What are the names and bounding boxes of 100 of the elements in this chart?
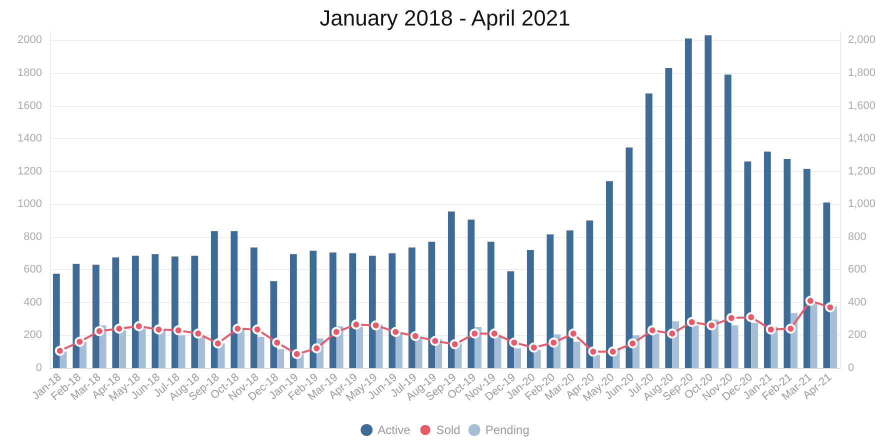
bar bbox=[349, 253, 356, 368]
bar bbox=[507, 271, 514, 368]
y2-tick-label: 2,000 bbox=[848, 34, 876, 46]
point bbox=[272, 338, 282, 348]
y2-tick-label: 400 bbox=[848, 296, 866, 308]
bar bbox=[764, 152, 771, 368]
bar bbox=[684, 38, 692, 368]
bar bbox=[586, 220, 594, 368]
bar bbox=[368, 256, 376, 368]
point bbox=[450, 339, 460, 350]
bar bbox=[290, 254, 297, 368]
bar bbox=[784, 159, 791, 368]
point bbox=[528, 342, 539, 353]
bar bbox=[810, 302, 818, 368]
point bbox=[173, 325, 184, 336]
point bbox=[786, 324, 796, 334]
point bbox=[193, 328, 204, 339]
bar bbox=[468, 220, 475, 368]
y2-tick-label: 1,400 bbox=[848, 132, 876, 145]
bar bbox=[731, 325, 738, 368]
y-tick-label: 0 bbox=[36, 362, 42, 374]
point bbox=[726, 313, 736, 324]
point bbox=[489, 328, 500, 339]
bar bbox=[526, 250, 534, 368]
bar bbox=[396, 334, 403, 368]
point bbox=[134, 321, 144, 332]
point bbox=[154, 324, 164, 334]
bar bbox=[514, 348, 522, 368]
y2-tick-label: 1,000 bbox=[848, 198, 876, 210]
point bbox=[94, 326, 104, 336]
bar bbox=[606, 181, 613, 368]
y-tick-label: 1400 bbox=[18, 132, 42, 145]
point bbox=[351, 320, 362, 330]
bar bbox=[593, 354, 600, 368]
bar bbox=[626, 148, 633, 368]
bar bbox=[494, 336, 502, 368]
bar bbox=[415, 338, 422, 368]
point bbox=[331, 326, 342, 337]
bar bbox=[428, 242, 436, 368]
bar bbox=[138, 328, 146, 368]
y2-tick-label: 1,600 bbox=[848, 100, 876, 112]
bar bbox=[210, 231, 218, 368]
y-tick-label: 1600 bbox=[18, 100, 42, 112]
bar bbox=[448, 211, 455, 368]
bar bbox=[376, 324, 383, 368]
point bbox=[588, 346, 598, 357]
bar bbox=[52, 274, 60, 368]
point bbox=[114, 324, 124, 334]
bar bbox=[744, 161, 752, 368]
point bbox=[548, 338, 559, 348]
bar bbox=[665, 68, 672, 368]
bar bbox=[72, 264, 80, 368]
point bbox=[628, 338, 638, 348]
y2-tick-label: 200 bbox=[848, 329, 866, 342]
y2-tick-label: 800 bbox=[848, 230, 866, 243]
bar bbox=[408, 248, 416, 368]
y2-tick-label: 1,800 bbox=[848, 66, 876, 79]
bar bbox=[704, 35, 712, 368]
point bbox=[232, 324, 243, 334]
chart-title: January 2018 - April 2021 bbox=[320, 6, 570, 30]
y-tick-label: 400 bbox=[24, 296, 42, 308]
bar bbox=[310, 250, 317, 368]
bar bbox=[356, 327, 364, 368]
bar bbox=[830, 306, 838, 368]
point bbox=[54, 346, 65, 356]
bar bbox=[132, 256, 139, 368]
point bbox=[805, 296, 816, 306]
y2-tick-label: 600 bbox=[848, 264, 866, 276]
point bbox=[390, 326, 401, 337]
bar bbox=[724, 74, 732, 368]
point bbox=[608, 346, 618, 357]
bar bbox=[230, 231, 238, 368]
point bbox=[686, 317, 697, 328]
point bbox=[370, 320, 381, 330]
point bbox=[568, 328, 578, 339]
point bbox=[74, 336, 85, 347]
legend-label: Active bbox=[378, 423, 411, 437]
bar bbox=[152, 254, 159, 368]
point bbox=[647, 325, 658, 336]
bar bbox=[645, 93, 652, 368]
bar bbox=[751, 322, 758, 368]
point bbox=[410, 331, 420, 342]
point bbox=[312, 343, 322, 354]
bar bbox=[119, 330, 126, 368]
y-tick-label: 1800 bbox=[18, 66, 42, 79]
y-tick-label: 200 bbox=[24, 329, 42, 342]
bar bbox=[573, 342, 580, 368]
bar bbox=[191, 256, 198, 368]
y-tick-label: 600 bbox=[24, 264, 42, 276]
bar bbox=[171, 256, 178, 368]
bar bbox=[92, 264, 100, 368]
point bbox=[706, 320, 717, 330]
point bbox=[667, 328, 678, 339]
y2-tick-label: 0 bbox=[848, 362, 854, 374]
bar bbox=[329, 252, 336, 368]
bar bbox=[823, 202, 830, 368]
bar bbox=[546, 234, 554, 368]
legend-label: Pending bbox=[485, 423, 530, 437]
y-tick-label: 1200 bbox=[18, 165, 42, 178]
point bbox=[509, 338, 520, 348]
